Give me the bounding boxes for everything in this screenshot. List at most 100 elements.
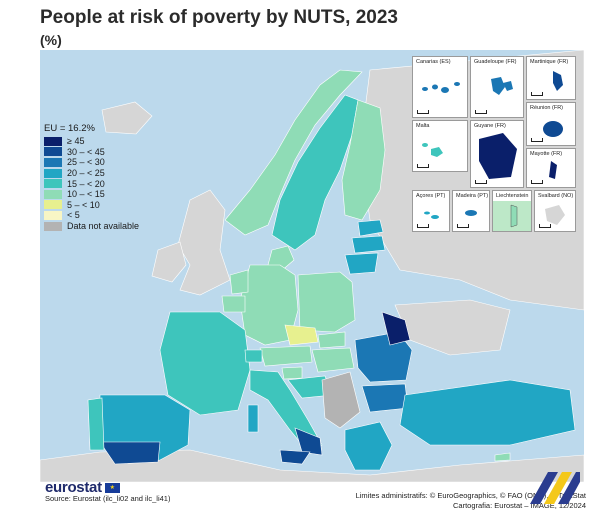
legend-entry: 30 – < 45 (44, 147, 139, 158)
uk-land (177, 189, 231, 296)
inset-label: Guadeloupe (FR) (474, 59, 517, 65)
inset-martinique: Martinique (FR) (526, 56, 576, 100)
inset-canarias: Canarias (ES) (412, 56, 468, 118)
legend-entry: ≥ 45 (44, 136, 139, 147)
overseas-insets: Canarias (ES) Guadeloupe (FR) Martinique… (412, 56, 576, 232)
inset-reunion: Réunion (FR) (526, 102, 576, 146)
balkans-no-data (321, 371, 361, 429)
sardinia-region (247, 404, 259, 433)
map-legend: EU = 16.2% ≥ 45 30 – < 45 25 – < 30 20 –… (44, 123, 139, 231)
mayotte-shape (549, 161, 557, 179)
scale-bar (417, 224, 429, 228)
svalbard-shape (545, 205, 565, 225)
map-title: People at risk of poverty by NUTS, 2023 (40, 7, 398, 28)
martinique-shape (553, 71, 563, 91)
acores-shape (424, 211, 439, 219)
malta-shape (422, 143, 443, 157)
legend-title: EU = 16.2% (44, 123, 95, 134)
andalucia-region (99, 441, 161, 465)
inset-label: Açores (PT) (416, 193, 446, 199)
madeira-shape (465, 210, 477, 216)
scale-bar (475, 110, 487, 114)
legend-label: 20 – < 25 (67, 168, 105, 179)
legend-entry: 10 – < 15 (44, 189, 139, 200)
italy-south (294, 427, 323, 456)
scale-bar (531, 138, 543, 142)
scale-bar (417, 110, 429, 114)
latvia-region (351, 235, 386, 254)
legend-swatch (44, 168, 62, 178)
legend-swatch (44, 210, 62, 220)
legend-swatch (44, 147, 62, 157)
corner-decoration (530, 472, 580, 504)
source-note: Source: Eurostat (ilc_li02 and ilc_li41) (45, 494, 171, 503)
credits: Limites administratifs: © EuroGeographic… (356, 491, 586, 511)
inset-guyane: Guyane (FR) (470, 120, 524, 188)
legend-label: 15 – < 20 (67, 178, 105, 189)
finland-regions (341, 99, 386, 221)
austria-region (259, 345, 313, 367)
scale-bar (417, 164, 429, 168)
inset-svalbard: Svalbard (NO) (534, 190, 576, 232)
inset-label: Svalbard (NO) (538, 193, 574, 199)
legend-label: Data not available (67, 221, 140, 232)
legend-swatch (44, 179, 62, 189)
legend-label: 5 – < 10 (67, 199, 100, 210)
norway-regions (224, 69, 363, 236)
credits-line: Limites administratifs: © EuroGeographic… (355, 491, 586, 500)
inset-madeira: Madeira (PT) (452, 190, 490, 232)
inset-liechtenstein: Liechtenstein (492, 190, 532, 232)
eu-flag-icon: ★ (104, 482, 120, 493)
legend-entry: 15 – < 20 (44, 178, 139, 189)
poland-regions (297, 271, 356, 333)
inset-guadeloupe: Guadeloupe (FR) (470, 56, 524, 118)
inset-label: Madeira (PT) (456, 193, 489, 199)
ireland-land (151, 241, 187, 283)
logo-text: eurostat (45, 479, 102, 496)
africa-land (40, 449, 584, 482)
legend-swatch (44, 221, 62, 231)
inset-malta: Malta (412, 120, 468, 172)
scale-bar (531, 92, 543, 96)
france-regions (159, 311, 251, 416)
legend-entry: 20 – < 25 (44, 168, 139, 179)
inset-label: Réunion (FR) (530, 105, 564, 111)
inset-label: Liechtenstein (496, 193, 529, 199)
inset-label: Canarias (ES) (416, 59, 451, 65)
legend-entry: < 5 (44, 210, 139, 221)
canarias-shape (422, 82, 460, 93)
legend-entry: 25 – < 30 (44, 157, 139, 168)
reunion-shape (543, 121, 563, 137)
romania-northeast (381, 311, 411, 346)
legend-label: 30 – < 45 (67, 146, 105, 157)
legend-entry: 5 – < 10 (44, 200, 139, 211)
scale-bar (539, 224, 551, 228)
switzerland-region (244, 349, 263, 363)
inset-label: Mayotte (FR) (530, 151, 563, 157)
liechtenstein-shape (493, 201, 531, 231)
slovenia-region (281, 366, 303, 380)
slovakia-region (317, 331, 346, 349)
greece-regions (344, 421, 393, 471)
belgium-region (221, 295, 246, 313)
turkey-land (399, 379, 576, 446)
legend-label: 10 – < 15 (67, 189, 105, 200)
legend-swatch (44, 157, 62, 167)
legend-swatch (44, 189, 62, 199)
guadeloupe-shape (491, 77, 513, 95)
scale-bar (531, 180, 543, 184)
legend-label: ≥ 45 (67, 136, 85, 147)
inset-acores: Açores (PT) (412, 190, 450, 232)
estonia-region (357, 219, 384, 237)
inset-label: Malta (416, 123, 430, 129)
lithuania-region (344, 252, 379, 275)
portugal-regions (87, 397, 105, 451)
eurostat-logo: eurostat ★ (45, 479, 120, 496)
credits-line: Cartografia: Eurostat – IMAGE, 12/2024 (453, 501, 586, 510)
legend-swatch (44, 200, 62, 210)
map-subtitle: (%) (40, 32, 62, 48)
legend-entry: Data not available (44, 221, 139, 232)
bulgaria-regions (361, 383, 409, 413)
legend-swatch (44, 136, 62, 146)
iceland-land (101, 101, 153, 135)
